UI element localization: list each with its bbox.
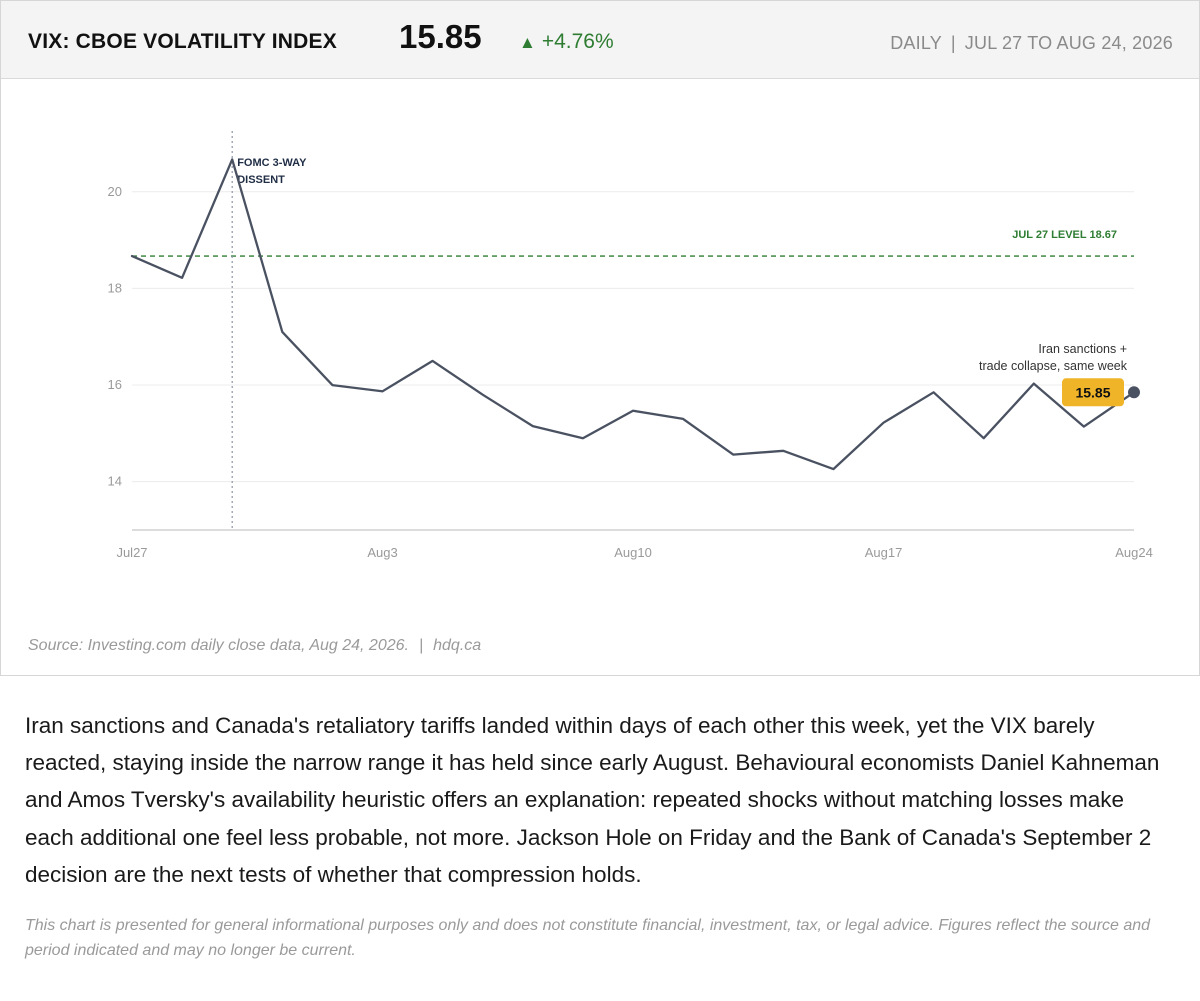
- source-site[interactable]: hdq.ca: [433, 637, 482, 654]
- index-title: VIX: CBOE VOLATILITY INDEX: [28, 30, 337, 53]
- reference-layer: JUL 27 LEVEL 18.67: [132, 229, 1134, 257]
- up-arrow-icon: ▲: [519, 33, 536, 52]
- period-separator: |: [950, 33, 956, 53]
- disclaimer-text: This chart is presented for general info…: [25, 917, 1151, 959]
- date-range: JUL 27 TO AUG 24, 2026: [964, 33, 1173, 53]
- y-tick-label: 18: [108, 280, 122, 295]
- x-tick-label: Aug3: [367, 545, 397, 560]
- article-paragraph: Iran sanctions and Canada's retaliatory …: [25, 713, 1160, 887]
- series-layer: [130, 158, 1140, 471]
- last-value-badge: [1062, 378, 1124, 407]
- end-annotation-label: trade collapse, same week: [979, 359, 1128, 373]
- chart-card: VIX: CBOE VOLATILITY INDEX 15.85 ▲ +4.76%…: [0, 0, 1200, 676]
- last-point-marker: [1128, 386, 1140, 399]
- reference-label: JUL 27 LEVEL 18.67: [1012, 229, 1117, 241]
- event-marker-label: DISSENT: [237, 174, 285, 186]
- chart-header: VIX: CBOE VOLATILITY INDEX 15.85 ▲ +4.76%…: [1, 1, 1199, 79]
- x-tick-label: Aug10: [614, 545, 652, 560]
- annotation-layer: 15.85 Iran sanctions + trade collapse, sam…: [979, 342, 1128, 407]
- grid-layer: [132, 191, 1134, 483]
- vix-line-chart: 14 16 18 20 Jul27 Aug3 Aug10 Aug17 Aug24 JUL 27 …: [108, 131, 1153, 560]
- frequency-label: DAILY: [890, 33, 942, 53]
- event-layer: FOMC 3-WAY DISSENT: [231, 131, 307, 530]
- end-annotation-label: Iran sanctions +: [1038, 342, 1127, 356]
- last-value-badge-label: 15.85: [1075, 384, 1110, 400]
- period-info: DAILY | JUL 27 TO AUG 24, 2026: [890, 33, 1173, 54]
- x-tick-label: Aug24: [1115, 545, 1153, 560]
- source-note: Source: Investing.com daily close data, …: [28, 637, 481, 655]
- axis-layer: 14 16 18 20 Jul27 Aug3 Aug10 Aug17 Aug24: [108, 184, 1153, 560]
- current-price: 15.85: [399, 18, 482, 55]
- x-tick-label: Aug17: [865, 545, 903, 560]
- change-percent: +4.76%: [541, 30, 614, 53]
- y-tick-label: 16: [108, 377, 122, 392]
- source-separator: |: [418, 637, 424, 654]
- price-change: ▲ +4.76%: [519, 30, 614, 54]
- y-tick-label: 14: [108, 474, 122, 489]
- y-tick-label: 20: [108, 184, 122, 199]
- x-tick-label: Jul27: [116, 545, 147, 560]
- source-text: Source: Investing.com daily close data, …: [28, 637, 409, 654]
- event-marker-label: FOMC 3-WAY: [237, 157, 307, 169]
- vix-series-line: [130, 158, 1136, 471]
